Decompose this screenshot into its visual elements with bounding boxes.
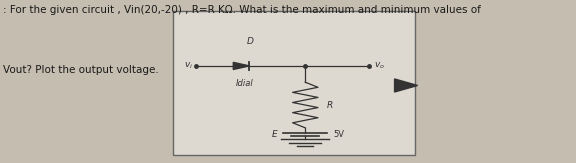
Text: E: E — [272, 130, 278, 139]
Text: $v_o$: $v_o$ — [374, 61, 385, 71]
Text: D: D — [247, 37, 254, 46]
Polygon shape — [395, 79, 418, 92]
Text: : For the given circuit , Vin(20,-20) , R=R KΩ. What is the maximum and minimum : : For the given circuit , Vin(20,-20) , … — [3, 5, 481, 15]
Text: 5V: 5V — [333, 130, 344, 139]
Text: Vout? Plot the output voltage.: Vout? Plot the output voltage. — [3, 65, 158, 75]
Text: R: R — [327, 101, 333, 110]
Bar — [173, 11, 415, 155]
Text: $v_i$: $v_i$ — [184, 61, 193, 71]
Polygon shape — [233, 62, 249, 69]
Text: Idial: Idial — [236, 79, 253, 88]
